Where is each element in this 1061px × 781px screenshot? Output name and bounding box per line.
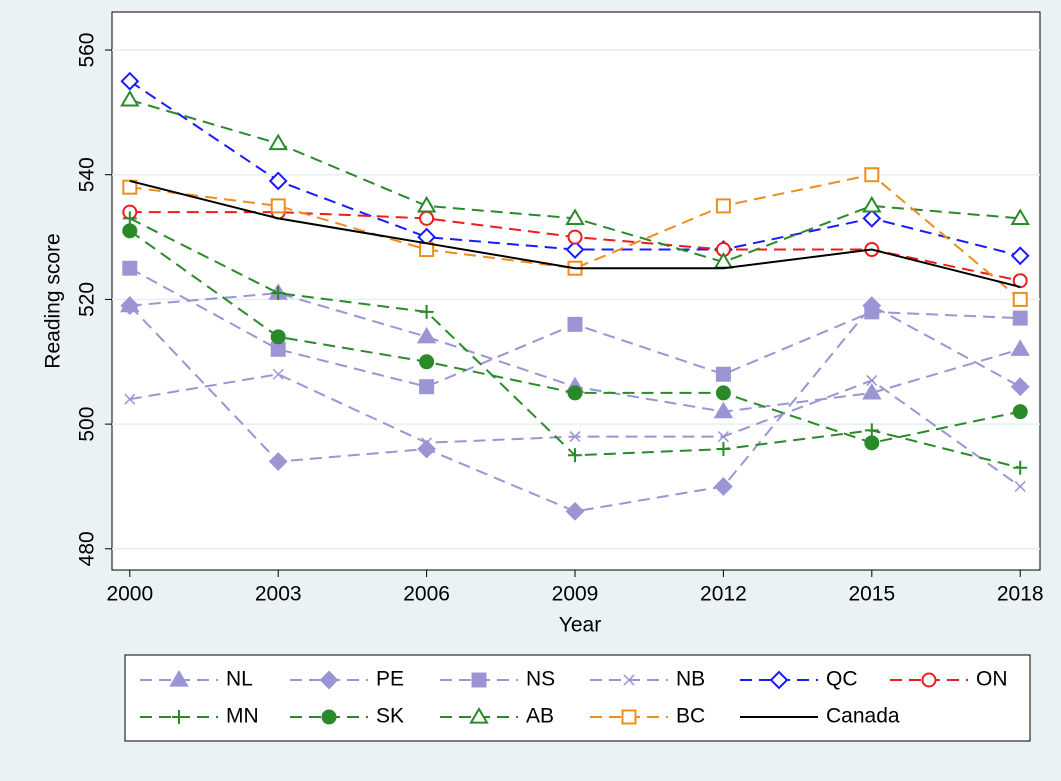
legend-label: QC — [826, 668, 858, 691]
x-tick-label: 2018 — [997, 583, 1044, 606]
y-tick-label: 480 — [76, 531, 99, 566]
legend-label: NS — [526, 668, 555, 691]
marker — [124, 393, 136, 405]
legend — [124, 654, 1031, 742]
marker — [568, 448, 583, 463]
marker — [417, 439, 437, 459]
marker — [715, 366, 731, 382]
marker — [419, 304, 434, 319]
y-axis-label: Reading score — [42, 233, 65, 368]
marker — [120, 71, 140, 91]
legend-label: Canada — [826, 705, 900, 728]
marker — [862, 208, 882, 228]
legend-label: SK — [376, 705, 404, 728]
marker — [122, 211, 137, 226]
marker — [419, 354, 435, 370]
marker — [419, 210, 435, 226]
marker — [864, 167, 880, 183]
series-line — [129, 179, 1021, 288]
marker — [270, 329, 286, 345]
legend-label: BC — [676, 705, 705, 728]
marker — [1013, 460, 1028, 475]
marker — [716, 442, 731, 457]
marker — [268, 452, 288, 471]
marker — [715, 385, 731, 401]
marker — [270, 198, 286, 214]
marker — [717, 431, 729, 443]
x-axis-label: Year — [559, 614, 601, 637]
legend-label: MN — [226, 705, 259, 728]
x-tick-label: 2015 — [848, 583, 895, 606]
marker — [416, 195, 437, 213]
marker — [621, 709, 637, 725]
y-tick-label: 560 — [76, 33, 99, 68]
y-tick-label: 520 — [76, 282, 99, 317]
marker — [421, 437, 433, 449]
marker — [1012, 310, 1028, 326]
marker — [769, 670, 789, 690]
marker — [172, 710, 186, 724]
marker — [567, 229, 583, 245]
marker — [270, 341, 286, 357]
marker — [471, 672, 487, 688]
marker — [272, 368, 284, 380]
x-tick-label: 2009 — [552, 583, 599, 606]
marker — [1010, 377, 1030, 397]
marker — [1012, 273, 1028, 289]
marker — [569, 431, 581, 443]
marker — [122, 223, 138, 239]
marker — [623, 674, 635, 686]
marker — [169, 670, 189, 687]
marker — [1012, 291, 1028, 307]
marker — [321, 709, 337, 725]
marker — [715, 198, 731, 214]
marker — [921, 672, 937, 688]
marker — [268, 171, 288, 191]
marker — [565, 501, 585, 521]
marker — [565, 240, 585, 259]
marker — [866, 374, 878, 386]
marker — [122, 260, 138, 276]
marker — [862, 195, 882, 213]
marker — [864, 435, 880, 451]
x-tick-label: 2006 — [403, 583, 450, 606]
legend-label: PE — [376, 668, 404, 691]
marker — [862, 382, 882, 400]
marker — [1010, 339, 1030, 356]
legend-label: NL — [226, 668, 253, 691]
plot-area — [111, 11, 1041, 571]
marker — [1014, 480, 1026, 492]
marker — [565, 208, 585, 225]
legend-label: NB — [676, 668, 705, 691]
marker — [864, 304, 880, 320]
marker — [419, 379, 435, 395]
legend-label: AB — [526, 705, 554, 728]
y-tick-label: 540 — [76, 157, 99, 192]
marker — [271, 286, 286, 301]
x-tick-label: 2003 — [255, 583, 302, 606]
marker — [567, 385, 583, 401]
marker — [120, 296, 140, 316]
marker — [122, 179, 138, 195]
marker — [268, 133, 288, 151]
marker — [713, 477, 733, 496]
marker — [120, 89, 140, 107]
marker — [416, 326, 437, 344]
legend-label: ON — [976, 668, 1008, 691]
x-tick-label: 2012 — [700, 583, 747, 606]
marker — [713, 401, 734, 419]
marker — [1012, 404, 1028, 420]
x-tick-label: 2000 — [106, 583, 153, 606]
marker — [1010, 246, 1030, 266]
marker — [1010, 208, 1030, 225]
marker — [567, 316, 583, 332]
y-tick-label: 500 — [76, 407, 99, 442]
marker — [319, 670, 339, 690]
marker — [864, 423, 879, 438]
marker — [469, 707, 489, 724]
